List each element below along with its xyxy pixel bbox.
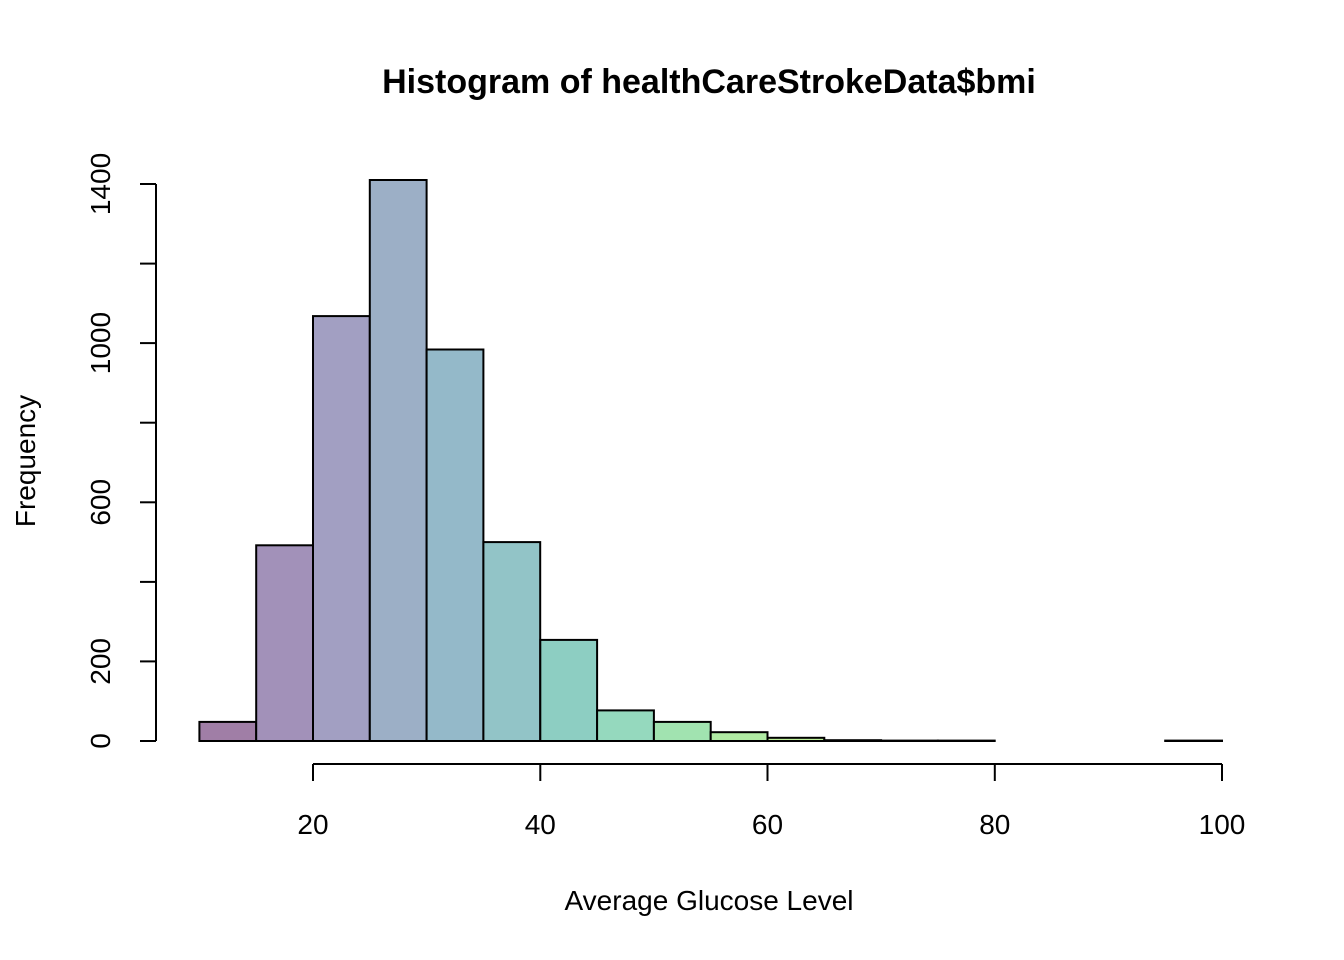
bars-group xyxy=(198,179,1223,743)
chart-title: Histogram of healthCareStrokeData$bmi xyxy=(382,63,1036,101)
y-tick-label: 1400 xyxy=(85,153,116,215)
histogram-bar xyxy=(766,736,826,742)
y-axis: 0 200 600 1000 1400 xyxy=(85,153,157,749)
x-tick-label: 40 xyxy=(525,809,556,840)
histogram-bar xyxy=(255,544,315,742)
x-axis: 20 40 60 80 100 xyxy=(297,763,1245,840)
histogram-bar xyxy=(823,739,883,743)
histogram-bar xyxy=(368,179,428,742)
histogram-bar xyxy=(652,720,712,743)
histogram-bar xyxy=(482,541,542,742)
histogram-bar xyxy=(198,720,258,743)
y-tick-label: 200 xyxy=(85,638,116,685)
x-tick-label: 100 xyxy=(1199,809,1246,840)
histogram-bar xyxy=(425,348,485,742)
histogram-bar xyxy=(709,731,769,743)
y-tick-label: 0 xyxy=(85,733,116,749)
x-tick-label: 20 xyxy=(297,809,328,840)
y-tick-label: 600 xyxy=(85,479,116,526)
y-ticks: 0 200 600 1000 1400 xyxy=(85,153,156,749)
histogram-bar xyxy=(539,638,599,743)
histogram-bar xyxy=(312,315,371,742)
y-tick-label: 1000 xyxy=(85,312,116,374)
x-tick-label: 80 xyxy=(979,809,1010,840)
x-axis-label: Average Glucose Level xyxy=(565,885,854,916)
x-tick-label: 60 xyxy=(752,809,783,840)
histogram-bar xyxy=(596,709,655,743)
x-ticks: 20 40 60 80 100 xyxy=(297,764,1245,840)
y-axis-label: Frequency xyxy=(10,395,41,527)
